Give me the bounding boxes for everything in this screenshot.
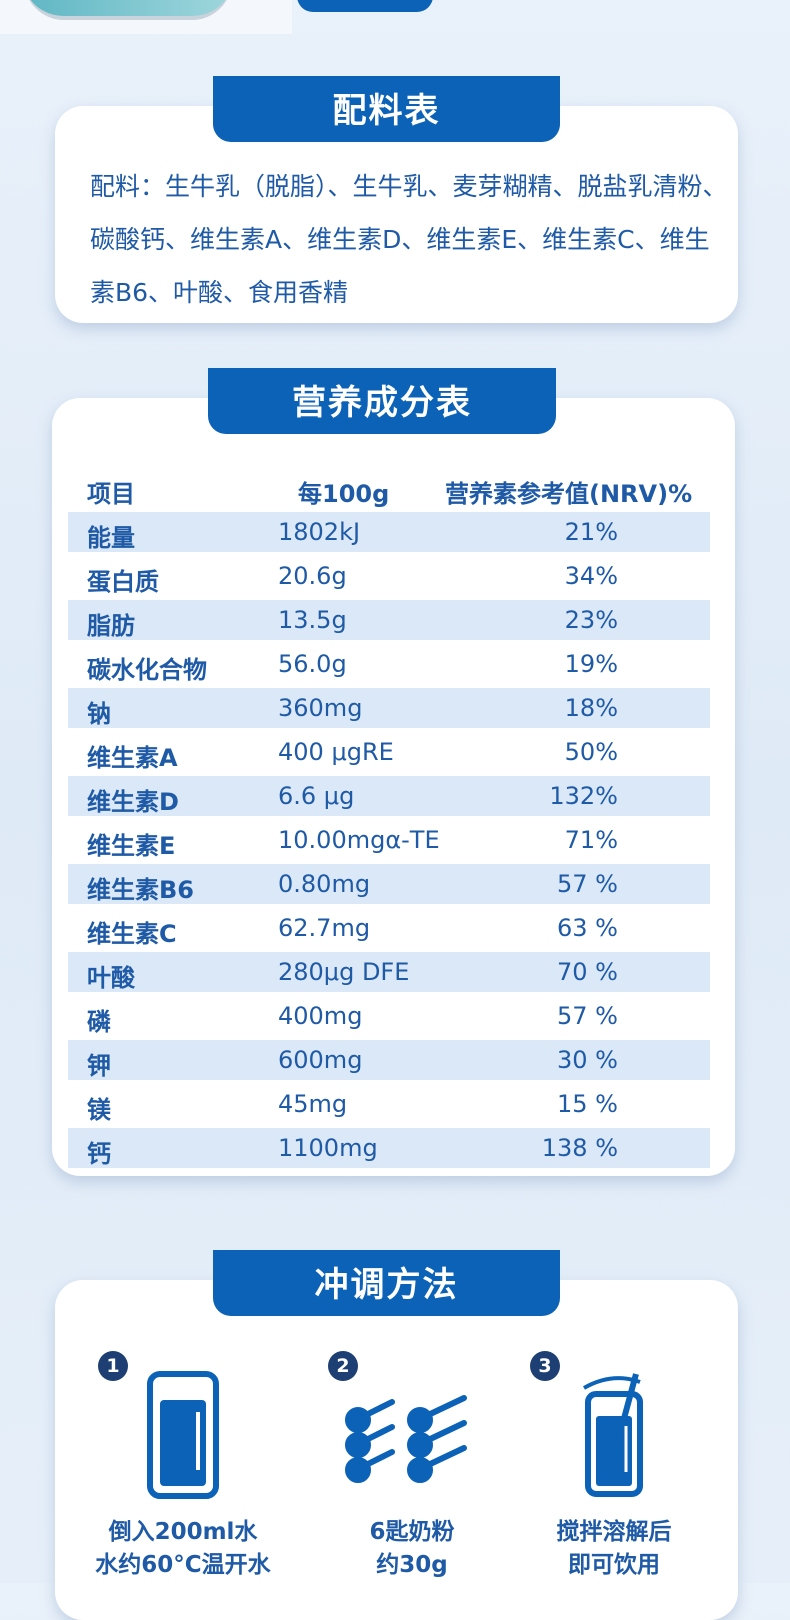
table-row: 维生素C 62.7mg 63 %	[68, 908, 710, 948]
table-cell: 23%	[564, 606, 618, 634]
table-row: 维生素B6 0.80mg 57 %	[68, 864, 710, 904]
section-title: 冲调方法	[213, 1250, 560, 1316]
table-cell: 钙	[87, 1140, 111, 1168]
table-cell: 1100mg	[278, 1134, 378, 1162]
table-row: 维生素D 6.6 μg 132%	[68, 776, 710, 816]
ingredients-card	[55, 106, 738, 323]
step-text: 水约60°C温开水	[95, 1552, 271, 1578]
step-text: 约30g	[376, 1552, 448, 1578]
table-cell: 1802kJ	[278, 518, 361, 546]
step-number: 3	[530, 1351, 560, 1381]
glass-icon	[147, 1371, 219, 1499]
table-row: 镁 45mg 15 %	[68, 1084, 710, 1124]
table-cell: 30 %	[557, 1046, 618, 1074]
table-cell: 600mg	[278, 1046, 363, 1074]
table-cell: 132%	[549, 782, 618, 810]
table-cell: 34%	[564, 562, 618, 590]
table-cell: 21%	[564, 518, 618, 546]
table-cell: 360mg	[278, 694, 363, 722]
table-cell: 280μg DFE	[278, 958, 410, 986]
table-cell: 维生素E	[87, 832, 176, 860]
header-cell: 营养素参考值(NRV)%	[445, 480, 693, 508]
table-cell: 57 %	[557, 870, 618, 898]
table-row: 能量 1802kJ 21%	[68, 512, 710, 552]
table-cell: 63 %	[557, 914, 618, 942]
product-can	[24, 0, 232, 20]
table-cell: 70 %	[557, 958, 618, 986]
page: {"ingredients": {"title": "配料表", "text":…	[0, 0, 790, 1583]
table-cell: 20.6g	[278, 562, 347, 590]
table-cell: 6.6 μg	[278, 782, 355, 810]
table-cell: 磷	[87, 1008, 111, 1036]
table-row: 叶酸 280μg DFE 70 %	[68, 952, 710, 992]
header-cell: 每100g	[298, 480, 390, 508]
table-cell: 维生素C	[87, 920, 177, 948]
table-cell: 10.00mgα-TE	[278, 826, 440, 854]
section-title: 配料表	[213, 76, 560, 142]
table-cell: 18%	[564, 694, 618, 722]
step-text: 6匙奶粉	[369, 1519, 455, 1545]
table-cell: 维生素D	[87, 788, 179, 816]
table-cell: 钾	[87, 1052, 111, 1080]
table-row: 钠 360mg 18%	[68, 688, 710, 728]
table-cell: 维生素A	[87, 744, 178, 772]
method-icons	[147, 1371, 643, 1499]
table-cell: 400mg	[278, 1002, 363, 1030]
step-number: 1	[98, 1351, 128, 1381]
table-row: 脂肪 13.5g 23%	[68, 600, 710, 640]
table-cell: 碳水化合物	[87, 656, 207, 684]
table-cell: 19%	[564, 650, 618, 678]
table-cell: 维生素B6	[87, 876, 194, 904]
table-cell: 138 %	[541, 1134, 618, 1162]
table-row: 碳水化合物 56.0g 19%	[68, 644, 710, 684]
table-cell: 钠	[87, 700, 111, 728]
table-cell: 57 %	[557, 1002, 618, 1030]
table-header: 项目 每100g 营养素参考值(NRV)%	[68, 466, 710, 508]
table-cell: 蛋白质	[87, 568, 159, 596]
step-number: 2	[328, 1351, 358, 1381]
table-cell: 镁	[87, 1096, 111, 1124]
table-row: 钙 1100mg 138 %	[68, 1128, 710, 1168]
date-pill	[297, 0, 433, 12]
table-cell: 400 μgRE	[278, 738, 394, 766]
table-cell: 脂肪	[87, 612, 135, 640]
table-row: 钾 600mg 30 %	[68, 1040, 710, 1080]
table-cell: 71%	[564, 826, 618, 854]
table-row: 维生素A 400 μgRE 50%	[68, 732, 710, 772]
table-cell: 叶酸	[87, 964, 135, 992]
table-cell: 13.5g	[278, 606, 347, 634]
table-cell: 45mg	[278, 1090, 348, 1118]
table-cell: 能量	[87, 524, 135, 552]
header-cell: 项目	[87, 480, 135, 508]
stir-icon	[583, 1373, 643, 1497]
table-cell: 62.7mg	[278, 914, 371, 942]
table-cell: 0.80mg	[278, 870, 371, 898]
table-row: 蛋白质 20.6g 34%	[68, 556, 710, 596]
ingredients-text: 配料：生牛乳（脱脂）、生牛乳、麦芽糊精、脱盐乳清粉、碳酸钙、维生素A、维生素D、…	[90, 172, 728, 307]
step-text: 即可饮用	[568, 1552, 660, 1578]
table-row: 维生素E 10.00mgα-TE 71%	[68, 820, 710, 860]
step-text: 倒入200ml水	[108, 1519, 258, 1545]
spoons-icon	[345, 1395, 467, 1483]
table-cell: 56.0g	[278, 650, 347, 678]
table-cell: 50%	[564, 738, 618, 766]
table-row: 磷 400mg 57 %	[68, 996, 710, 1036]
table-cell: 15 %	[557, 1090, 618, 1118]
step-text: 搅拌溶解后	[556, 1519, 672, 1545]
section-title: 营养成分表	[208, 368, 556, 434]
